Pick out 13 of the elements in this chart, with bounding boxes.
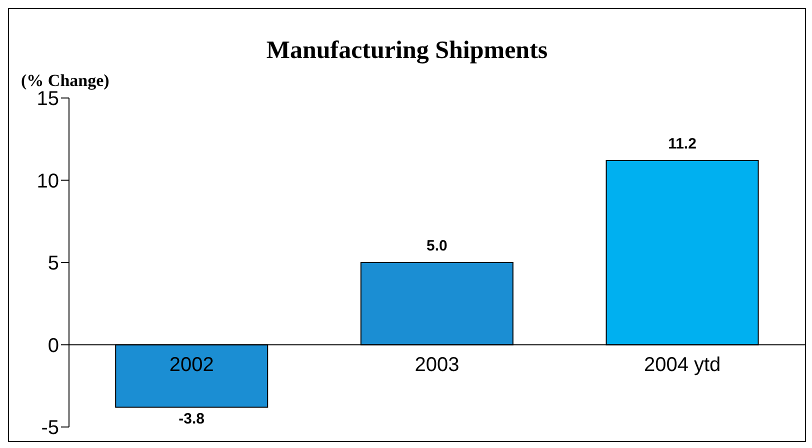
y-tick-label: 5 [48, 252, 59, 275]
y-tick-label: 0 [48, 334, 59, 357]
y-axis-title: (% Change) [21, 71, 110, 91]
y-tick-label: 10 [36, 170, 59, 192]
y-tick-label: 15 [36, 88, 59, 110]
x-tick-label: 2002 [169, 354, 214, 376]
chart-title: Manufacturing Shipments [265, 37, 549, 65]
y-tick-label: -5 [41, 417, 59, 440]
x-tick-label: 2003 [414, 354, 460, 376]
x-tick-label: 2004 ytd [644, 354, 721, 376]
data-label: 11.2 [668, 136, 696, 153]
data-label: 5.0 [426, 238, 448, 254]
data-label: -3.8 [178, 410, 205, 428]
